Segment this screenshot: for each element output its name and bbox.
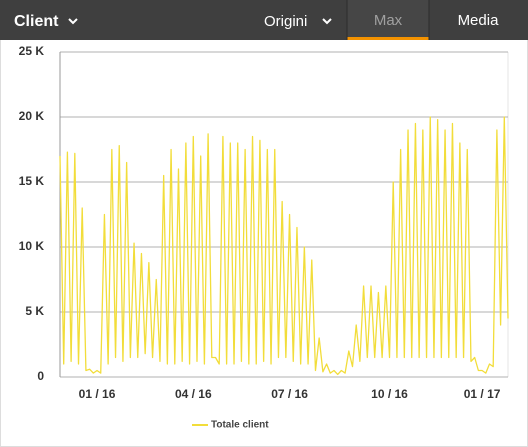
tab-label[interactable]: Max — [374, 12, 403, 29]
header-bar — [0, 0, 528, 40]
title-chevron[interactable] — [68, 18, 78, 25]
y-tick-label: 10 K — [19, 239, 45, 253]
x-tick-label: 01 / 17 — [464, 387, 501, 401]
tab-max[interactable] — [347, 0, 429, 40]
x-tick-label: 01 / 16 — [79, 387, 116, 401]
origin-menu[interactable]: Origini — [264, 13, 307, 30]
series-line — [59, 116, 509, 376]
y-tick-label: 0 — [37, 369, 44, 383]
y-tick-label: 5 K — [25, 304, 44, 318]
header-title[interactable]: Client — [14, 13, 59, 30]
origin-chevron[interactable] — [322, 18, 332, 25]
legend-label: Totale client — [211, 420, 269, 431]
y-tick-label: 20 K — [19, 109, 45, 123]
tab-label[interactable]: Media — [458, 12, 500, 29]
x-tick-label: 10 / 16 — [371, 387, 408, 401]
y-tick-label: 15 K — [19, 174, 45, 188]
x-tick-label: 04 / 16 — [175, 387, 212, 401]
y-tick-label: 25 K — [19, 44, 45, 58]
tab-indicator — [347, 37, 429, 40]
x-tick-label: 07 / 16 — [271, 387, 308, 401]
